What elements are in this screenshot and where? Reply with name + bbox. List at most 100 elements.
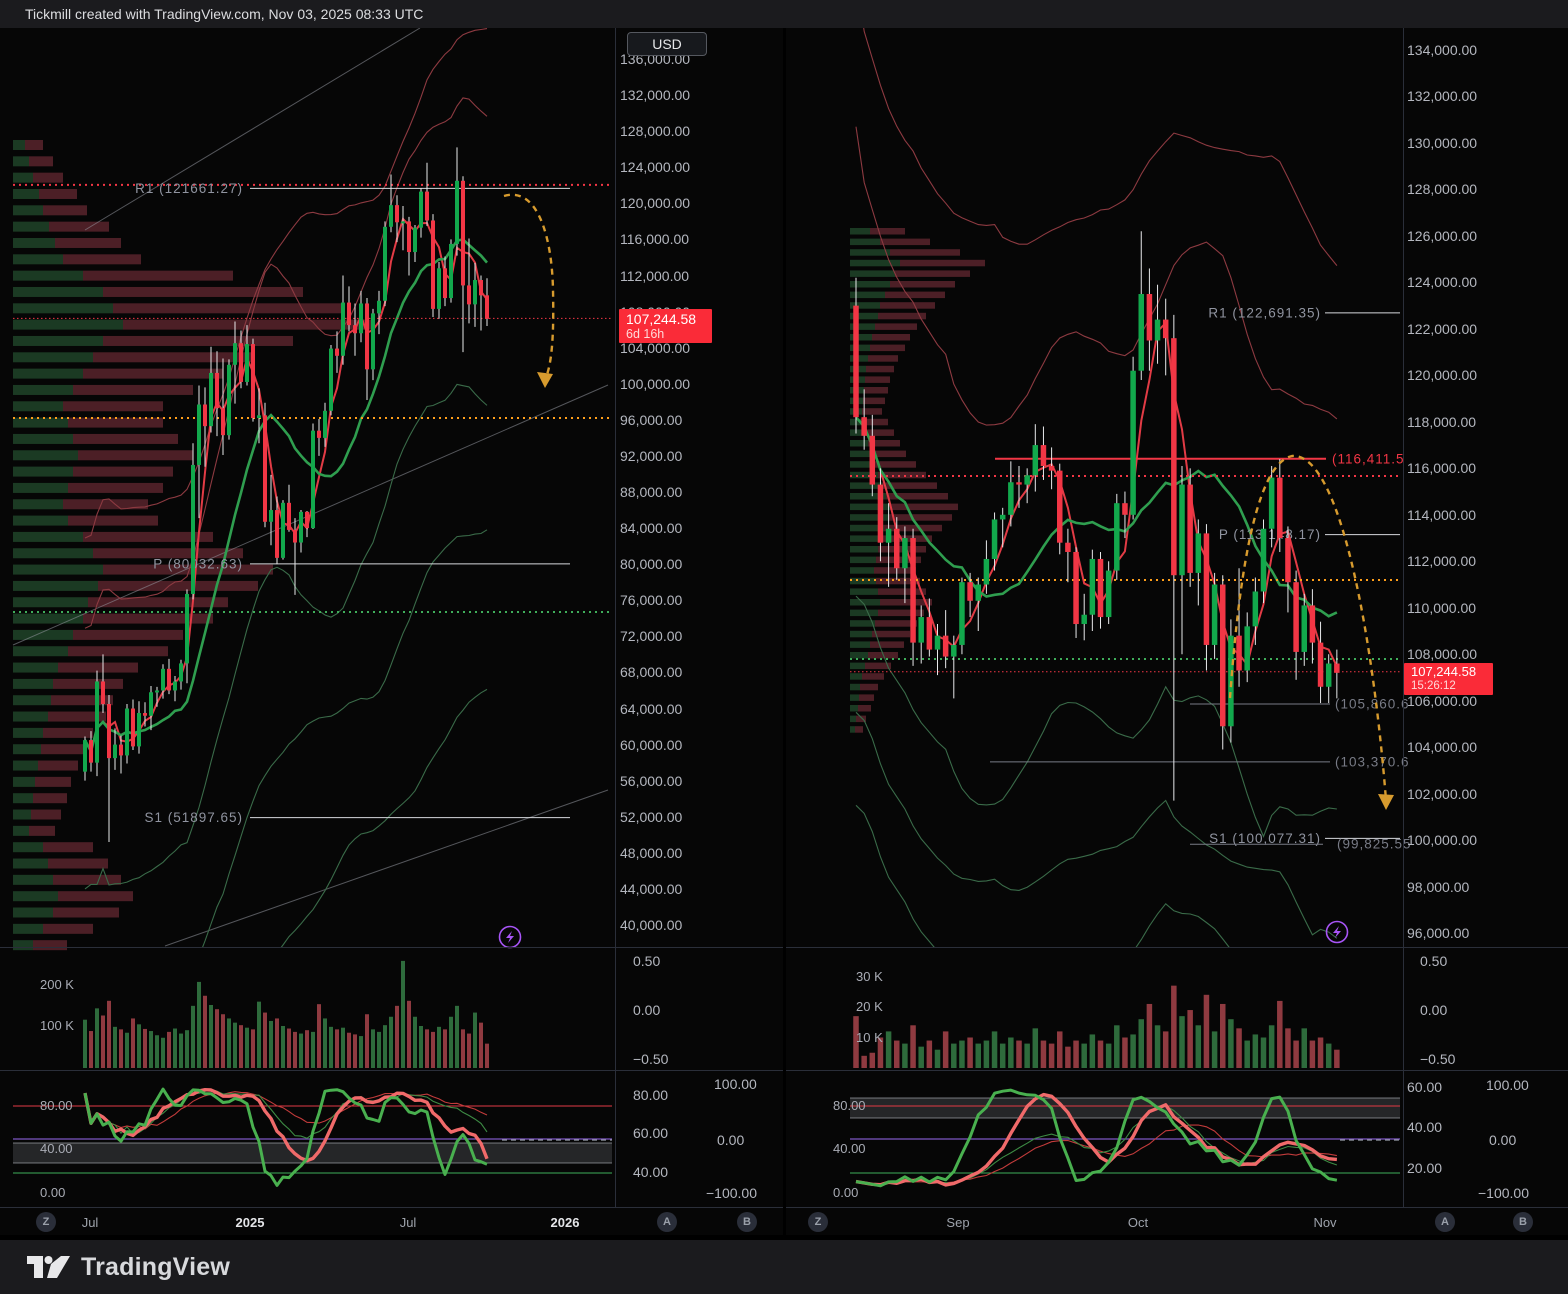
volume-scale-tick: −0.50 <box>1420 1051 1456 1067</box>
chart-canvas[interactable]: R1 (121661.27) P (80032.63) S1 (51897.65) <box>0 28 783 1207</box>
volume-scale-tick: 0.50 <box>633 953 661 969</box>
volume-scale-tick: −0.50 <box>633 1051 669 1067</box>
price-axis-tick: 120,000.00 <box>1407 367 1478 384</box>
oscillator-axis-tick: 0.00 <box>717 1132 745 1148</box>
level-label: P (113,148.17) <box>1219 527 1321 542</box>
lightning-bolt-glyph <box>1333 926 1341 938</box>
oscillator-tick: 0.00 <box>833 1185 859 1200</box>
level-label: (103,370.6 <box>1335 754 1410 769</box>
price-axis-tick: 88,000.00 <box>620 484 683 500</box>
oscillator-tick: 40.00 <box>833 1141 866 1156</box>
time-axis[interactable]: Sep Oct Nov Z A B <box>786 1207 1568 1236</box>
volume-axis-tick: 200 K <box>40 977 74 992</box>
projection-arrow[interactable] <box>1228 454 1388 801</box>
trend-line[interactable] <box>164 789 609 947</box>
price-axis-tick: 134,000.00 <box>1407 42 1478 58</box>
oscillator-axis-tick: 0.00 <box>1489 1132 1517 1148</box>
oscillator-axis-tick: 40.00 <box>1407 1119 1443 1135</box>
lightning-bolt-glyph <box>506 931 514 943</box>
charts-area: USD 107,244.58 6d 16h R1 (121661.27) P (8… <box>0 28 1568 1235</box>
lightning-icon[interactable] <box>1325 920 1349 944</box>
price-axis-tick: 68,000.00 <box>620 664 683 681</box>
axis-button-a[interactable]: A <box>1435 1212 1455 1232</box>
volume-scale-tick: 0.00 <box>633 1002 661 1018</box>
price-axis-tick: 96,000.00 <box>620 411 683 428</box>
level-label: (99,825.55 <box>1337 837 1412 852</box>
price-axis-tick: 130,000.00 <box>1407 134 1478 151</box>
time-axis[interactable]: Jul 2025 Jul 2026 Z A B <box>0 1207 783 1236</box>
time-axis-label: 2025 <box>235 1215 265 1230</box>
candles[interactable] <box>83 147 489 843</box>
chart-canvas[interactable]: R1 (122,691.35) (116,411.5 P (113,148.17) (… <box>786 28 1568 1207</box>
price-axis-tick: 48,000.00 <box>620 844 683 861</box>
candles[interactable] <box>853 231 1340 801</box>
price-axis-tick: 118,000.00 <box>1407 413 1477 430</box>
price-axis-tick: 106,000.00 <box>1407 692 1478 709</box>
oscillator-axis-tick: 60.00 <box>1407 1079 1443 1095</box>
oscillator-axis-tick: 80.00 <box>633 1087 669 1103</box>
trend-line[interactable] <box>84 28 421 231</box>
price-axis-tick: 120,000.00 <box>620 195 691 212</box>
oscillator-tick: 40.00 <box>40 1141 73 1156</box>
currency-dropdown[interactable]: USD <box>627 32 707 56</box>
volume-bars[interactable] <box>83 960 489 1068</box>
bar-countdown: 15:26:12 <box>1411 679 1456 692</box>
price-axis-tick: 128,000.00 <box>620 123 691 140</box>
price-axis-tick: 126,000.00 <box>1407 227 1478 244</box>
footer-bar: TradingView <box>0 1240 1568 1294</box>
tradingview-logo[interactable]: TradingView <box>25 1252 230 1282</box>
oscillator-tick: 80.00 <box>833 1098 866 1113</box>
price-axis-tick: 76,000.00 <box>620 592 683 609</box>
oscillator-axis-tick: 20.00 <box>1407 1160 1443 1176</box>
volume-scale-tick: 0.00 <box>1420 1002 1448 1018</box>
level-label: (116,411.5 <box>1332 451 1405 466</box>
time-axis-label: Jul <box>81 1215 99 1230</box>
price-axis-tick: 122,000.00 <box>1407 320 1478 337</box>
volume-profile <box>13 140 373 951</box>
last-price-badge-left: 107,244.58 6d 16h <box>619 309 712 344</box>
attribution-text: Tickmill created with TradingView.com, N… <box>25 6 424 22</box>
last-price: 107,244.58 <box>626 311 697 327</box>
stochastic-pane[interactable] <box>13 1087 612 1187</box>
axis-button-b[interactable]: B <box>1513 1212 1533 1232</box>
oscillator-axis-tick: 60.00 <box>633 1125 669 1141</box>
stochastic-pane[interactable] <box>850 1088 1400 1188</box>
price-axis-tick: 124,000.00 <box>620 159 691 176</box>
price-axis-tick: 112,000.00 <box>620 267 690 284</box>
axis-button-z[interactable]: Z <box>808 1212 828 1232</box>
price-axis-tick: 52,000.00 <box>620 808 683 825</box>
price-axis-tick: 124,000.00 <box>1407 274 1478 291</box>
price-axis-tick: 96,000.00 <box>1407 925 1470 942</box>
left-chart-panel[interactable]: USD 107,244.58 6d 16h R1 (121661.27) P (8… <box>0 28 783 1235</box>
price-axis-tick: 92,000.00 <box>620 447 683 464</box>
projection-arrow[interactable] <box>503 193 555 381</box>
tradingview-logo-icon <box>27 1256 70 1278</box>
oscillator-axis-tick: 100.00 <box>714 1076 757 1092</box>
level-label: S1 (51897.65) <box>144 810 243 825</box>
price-axis-tick: 40,000.00 <box>620 917 683 934</box>
volume-axis-tick: 100 K <box>40 1018 74 1033</box>
price-axis-tick: 64,000.00 <box>620 700 683 717</box>
price-axis-tick: 116,000.00 <box>1407 460 1477 477</box>
level-label: (105,860.6 <box>1335 696 1410 711</box>
volume-bars[interactable] <box>853 985 1340 1068</box>
time-axis-label: Nov <box>1313 1215 1337 1230</box>
level-label: R1 (121661.27) <box>135 181 243 196</box>
oscillator-axis-tick: −100.00 <box>1478 1185 1529 1201</box>
price-axis-tick: 44,000.00 <box>620 880 683 897</box>
axis-button-b[interactable]: B <box>737 1212 757 1232</box>
price-axis-tick: 132,000.00 <box>620 87 691 104</box>
axis-button-a[interactable]: A <box>657 1212 677 1232</box>
right-chart-panel[interactable]: 107,244.58 15:26:12 R1 (122,691.35) (116,… <box>786 28 1568 1235</box>
price-axis-tick: 100,000.00 <box>1407 832 1478 849</box>
projection-arrowhead <box>1378 794 1394 810</box>
bar-countdown: 6d 16h <box>626 327 665 342</box>
price-axis-tick: 80,000.00 <box>620 556 683 573</box>
level-label: R1 (122,691.35) <box>1208 305 1321 320</box>
axis-button-z[interactable]: Z <box>36 1212 56 1232</box>
level-label: P (80032.63) <box>153 556 243 571</box>
level-label: S1 (100,077.31) <box>1209 831 1321 846</box>
projection-arrowhead <box>537 372 553 388</box>
volume-axis-tick: 10 K <box>856 1030 883 1045</box>
price-axis-tick: 84,000.00 <box>620 520 683 537</box>
